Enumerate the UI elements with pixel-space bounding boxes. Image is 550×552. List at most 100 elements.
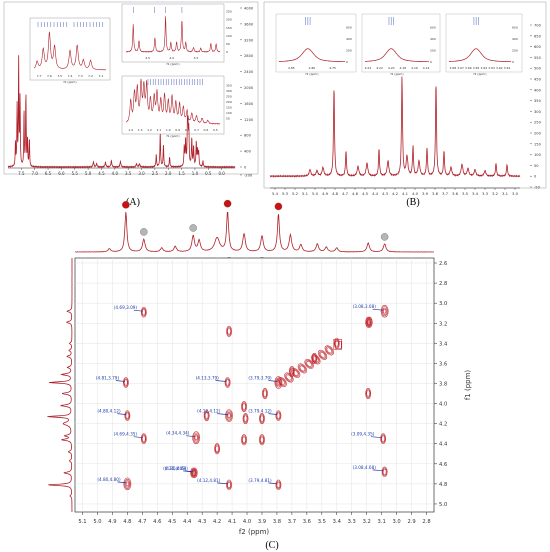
- panel-c-x-tick-label: 3.7: [288, 519, 296, 525]
- panel-a-x-tick-label: 4.5: [98, 171, 105, 176]
- panel-b-inset-tick: 3.64: [481, 66, 488, 70]
- panel-c-crosspeak-label: (3.79,4.12): [248, 409, 272, 414]
- panel-b-inset-line: [364, 48, 430, 63]
- panel-c-contour: [284, 372, 294, 383]
- panel-b-y-tick-label: 700: [534, 24, 542, 28]
- panel-b-inset-xlabel: f1 (ppm): [306, 72, 319, 76]
- panel-c-y-tick-label: 2.8: [439, 281, 447, 287]
- panel-a-inset-2-xlabel: f1 (ppm): [167, 62, 180, 66]
- panel-b-inset-frame: [361, 13, 441, 73]
- panel-c-crosspeak-label: (3.08,4.68): [353, 465, 377, 470]
- panel-c-contour: [123, 378, 129, 387]
- panel-c-x-tick-label: 3.8: [273, 519, 281, 525]
- panel-c-contour: [366, 390, 370, 397]
- panel-c-x-tick-label: 4.3: [198, 519, 206, 525]
- panel-c-contour: [276, 412, 281, 419]
- panel-c-contour: [275, 479, 282, 491]
- panel-c-marker-gray: [380, 233, 389, 241]
- panel-a-inset-1-tick: 7.2: [88, 74, 93, 78]
- panel-c-crosspeak-label: (4.80,4.12): [97, 409, 121, 414]
- panel-b-x-tick-label: 3.5: [462, 191, 469, 196]
- panel-c-contour: [367, 317, 372, 327]
- panel-b-inset-line: [448, 48, 512, 63]
- panel-c-y-tick-label: 4.0: [439, 402, 447, 408]
- panel-c-contour: [142, 309, 146, 316]
- panel-a-inset-1-tick: 7.4: [68, 74, 73, 78]
- panel-b-y-tick-label: 50: [534, 164, 539, 168]
- panel-c-contour: [382, 468, 387, 475]
- panel-a-inset-1-tick: 7.5: [57, 74, 62, 78]
- panel-c-contour: [124, 379, 128, 386]
- panel-b-y-tick-label: 100: [534, 153, 542, 157]
- panel-a-inset-1-line: [33, 31, 107, 71]
- panel-c-x-tick-label: 4.1: [228, 519, 236, 525]
- panel-b-x-tick-label: 4.9: [322, 191, 329, 196]
- panel-b-inset-tick: 3.66: [465, 66, 472, 70]
- panel-a-inset-2-tick: 3.5: [194, 56, 199, 60]
- panel-c-x-tick-label: 4.4: [183, 519, 192, 525]
- panel-c-contour: [225, 410, 233, 421]
- panel-c-y-tick-label: 3.8: [439, 381, 447, 387]
- panel-c-contour: [141, 308, 147, 317]
- panel-c-crosspeak-pointer: [133, 436, 143, 439]
- panel-c-contour: [242, 436, 246, 443]
- panel-c-y-tick-label: 3.2: [439, 321, 447, 327]
- panel-a-spectrum-line: [7, 55, 236, 169]
- panel-a-inset-1-tick: 7.1: [98, 74, 103, 78]
- panel-b-inset-ytick: 400: [346, 37, 352, 41]
- panel-c-contour: [259, 414, 265, 423]
- panel-b-x-tick-label: 5.4: [272, 191, 279, 196]
- panel-b-x-tick-label: 4.5: [362, 191, 369, 196]
- panel-c-contour: [243, 414, 248, 423]
- panel-c-contour: [333, 339, 343, 350]
- panel-c-contour: [140, 306, 147, 318]
- panel-a-x-tick-label: 7.0: [32, 171, 39, 176]
- panel-b-inset-ytick: 600: [512, 26, 518, 30]
- panel-c-crosspeak-pointer: [117, 413, 127, 415]
- panel-b-x-tick-label: 4.3: [382, 191, 389, 196]
- panel-c-x-tick-label: 4.7: [138, 519, 146, 525]
- panel-b-inset-line: [278, 48, 346, 63]
- panel-c-contour: [242, 403, 246, 410]
- panel-a-x-tick-label: 6.5: [45, 171, 52, 176]
- panel-c-x-tick-label: 4.0: [243, 519, 251, 525]
- panel-a-x-tick-label: 1.0: [192, 171, 199, 176]
- panel-b-inset-4-20: 4.24 4.22 4.20 4.18 4.16 4.14 f1 (ppm) 600 400 20…: [361, 13, 441, 76]
- panel-b-y-tick-label: 600: [534, 45, 542, 49]
- panel-a-y-tick-label: 0: [244, 166, 247, 170]
- panel-b-y-tick-label: 550: [534, 56, 542, 60]
- panel-c-contour: [122, 377, 129, 388]
- panel-c-x-tick-label: 3.6: [303, 519, 311, 525]
- panel-c-grid: [75, 258, 434, 512]
- panel-c-contour: [227, 413, 231, 418]
- panel-c-contour: [226, 479, 232, 491]
- panel-c-peak-markers: [122, 199, 389, 265]
- panel-c-y-tick-label: 4.4: [439, 442, 448, 448]
- panel-a-inset-3-ytick: 250: [226, 94, 232, 98]
- panel-b-x-axis: 5.4 5.3 5.2 5.1 5.0 4.9 4.8 4.7 4.6 4.5 4.4 4.3 4.2 4…: [270, 187, 520, 196]
- panel-c-crosspeak-label: (4.69,4.35): [114, 432, 138, 437]
- panel-c-contour: [365, 317, 371, 327]
- panel-c-contour: [190, 468, 196, 478]
- panel-b-inset-tick: 3.62: [496, 66, 503, 70]
- panel-c-label: (C): [265, 540, 278, 551]
- panel-c-contour: [305, 359, 313, 368]
- panel-c-crosspeak-label: (4.80,4.80): [97, 477, 121, 482]
- panel-a-x-tick-label: 5.0: [85, 171, 92, 176]
- panel-c-crosspeak-label: (4.12,4.81): [197, 478, 221, 483]
- panel-b-x-tick-label: 5.0: [312, 191, 319, 196]
- panel-a-inset-3-ytick: 200: [226, 100, 232, 104]
- panel-a-inset-1-tick: 7.7: [37, 74, 42, 78]
- panel-c-contour: [381, 306, 388, 317]
- panel-c-contour: [226, 326, 232, 336]
- panel-a-x-tick-label: 2.0: [165, 171, 172, 176]
- panel-b-inset-tick: 3.61: [504, 66, 511, 70]
- panel-c-y-tick-label: 4.6: [439, 462, 447, 468]
- panel-b-inset-ytick: 0: [512, 60, 514, 64]
- panel-c-plot-area: [74, 257, 435, 513]
- panel-c-contour: [325, 346, 333, 355]
- panel-c-marker-red: [223, 199, 232, 208]
- panel-b-inset-tick: 4.22: [376, 66, 383, 70]
- panel-c-y-label: f1 (ppm): [464, 370, 472, 401]
- panel-c-contour: [214, 443, 220, 455]
